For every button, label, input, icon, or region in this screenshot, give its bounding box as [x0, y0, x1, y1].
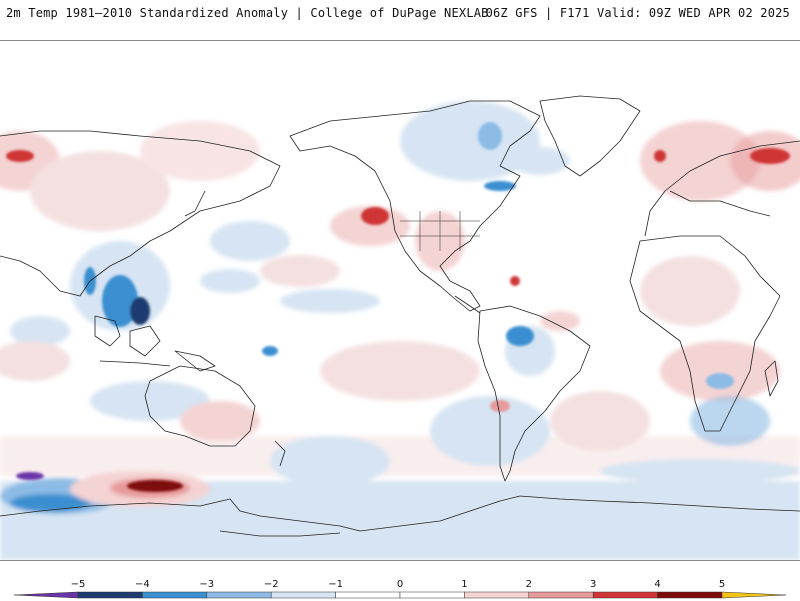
colorbar-tick-label: −3 — [199, 579, 214, 590]
colorbar-segment — [464, 591, 530, 599]
header-bar: 2m Temp 1981–2010 Standardized Anomaly |… — [0, 0, 800, 41]
colorbar-high-extend — [721, 591, 787, 599]
coastlines — [0, 95, 800, 537]
anomaly-cores — [6, 122, 790, 492]
colorbar-ticks: −5 −4 −3 −2 −1 0 1 2 3 4 5 — [71, 579, 726, 590]
colorbar-segment — [270, 591, 336, 599]
colorbar-segment — [399, 591, 465, 599]
colorbar-segment — [77, 591, 143, 599]
colorbar-tick-label: −4 — [135, 579, 150, 590]
colorbar-tick-label: 4 — [654, 579, 660, 590]
colorbar-segment — [657, 591, 723, 599]
colorbar-segment — [142, 591, 208, 599]
colorbar-tick-label: 1 — [461, 579, 467, 590]
colorbar-segment — [206, 591, 272, 599]
anomaly-map — [0, 41, 800, 560]
colorbar-segments — [13, 591, 787, 599]
colorbar-tick-label: 0 — [397, 579, 403, 590]
colorbar-tick-label: 5 — [719, 579, 725, 590]
colorbar-segment — [335, 591, 401, 599]
colorbar-graphic: −5 −4 −3 −2 −1 0 1 2 3 4 5 — [13, 579, 787, 599]
colorbar-tick-label: 2 — [526, 579, 532, 590]
product-title: 2m Temp 1981–2010 Standardized Anomaly |… — [6, 6, 489, 20]
colorbar-tick-label: −5 — [71, 579, 86, 590]
colorbar-segment — [592, 591, 658, 599]
colorbar-tick-label: −1 — [328, 579, 343, 590]
colorbar-low-extend — [13, 591, 79, 599]
colorbar-tick-label: 3 — [590, 579, 596, 590]
colorbar-tick-label: −2 — [264, 579, 279, 590]
model-valid-time: 06Z GFS | F171 Valid: 09Z WED APR 02 202… — [485, 6, 790, 20]
colorbar-segment — [528, 591, 594, 599]
colorbar: −5 −4 −3 −2 −1 0 1 2 3 4 5 — [0, 560, 800, 601]
